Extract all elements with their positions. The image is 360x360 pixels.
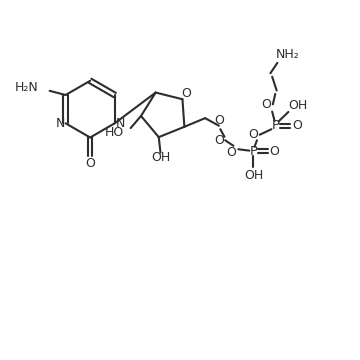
Text: N: N	[55, 117, 65, 130]
Text: O: O	[270, 145, 279, 158]
Text: P: P	[249, 145, 257, 158]
Text: O: O	[85, 157, 95, 170]
Text: P: P	[271, 119, 280, 132]
Text: O: O	[292, 119, 302, 132]
Text: O: O	[214, 114, 224, 127]
Text: OH: OH	[288, 99, 308, 112]
Text: O: O	[226, 146, 236, 159]
Text: OH: OH	[244, 169, 263, 183]
Text: N: N	[116, 117, 125, 130]
Text: O: O	[248, 127, 258, 140]
Text: OH: OH	[151, 151, 170, 165]
Text: HO: HO	[105, 126, 125, 139]
Text: NH₂: NH₂	[276, 48, 300, 61]
Text: O: O	[181, 86, 191, 99]
Text: O: O	[261, 98, 271, 111]
Text: H₂N: H₂N	[15, 81, 39, 94]
Text: O: O	[215, 134, 225, 147]
